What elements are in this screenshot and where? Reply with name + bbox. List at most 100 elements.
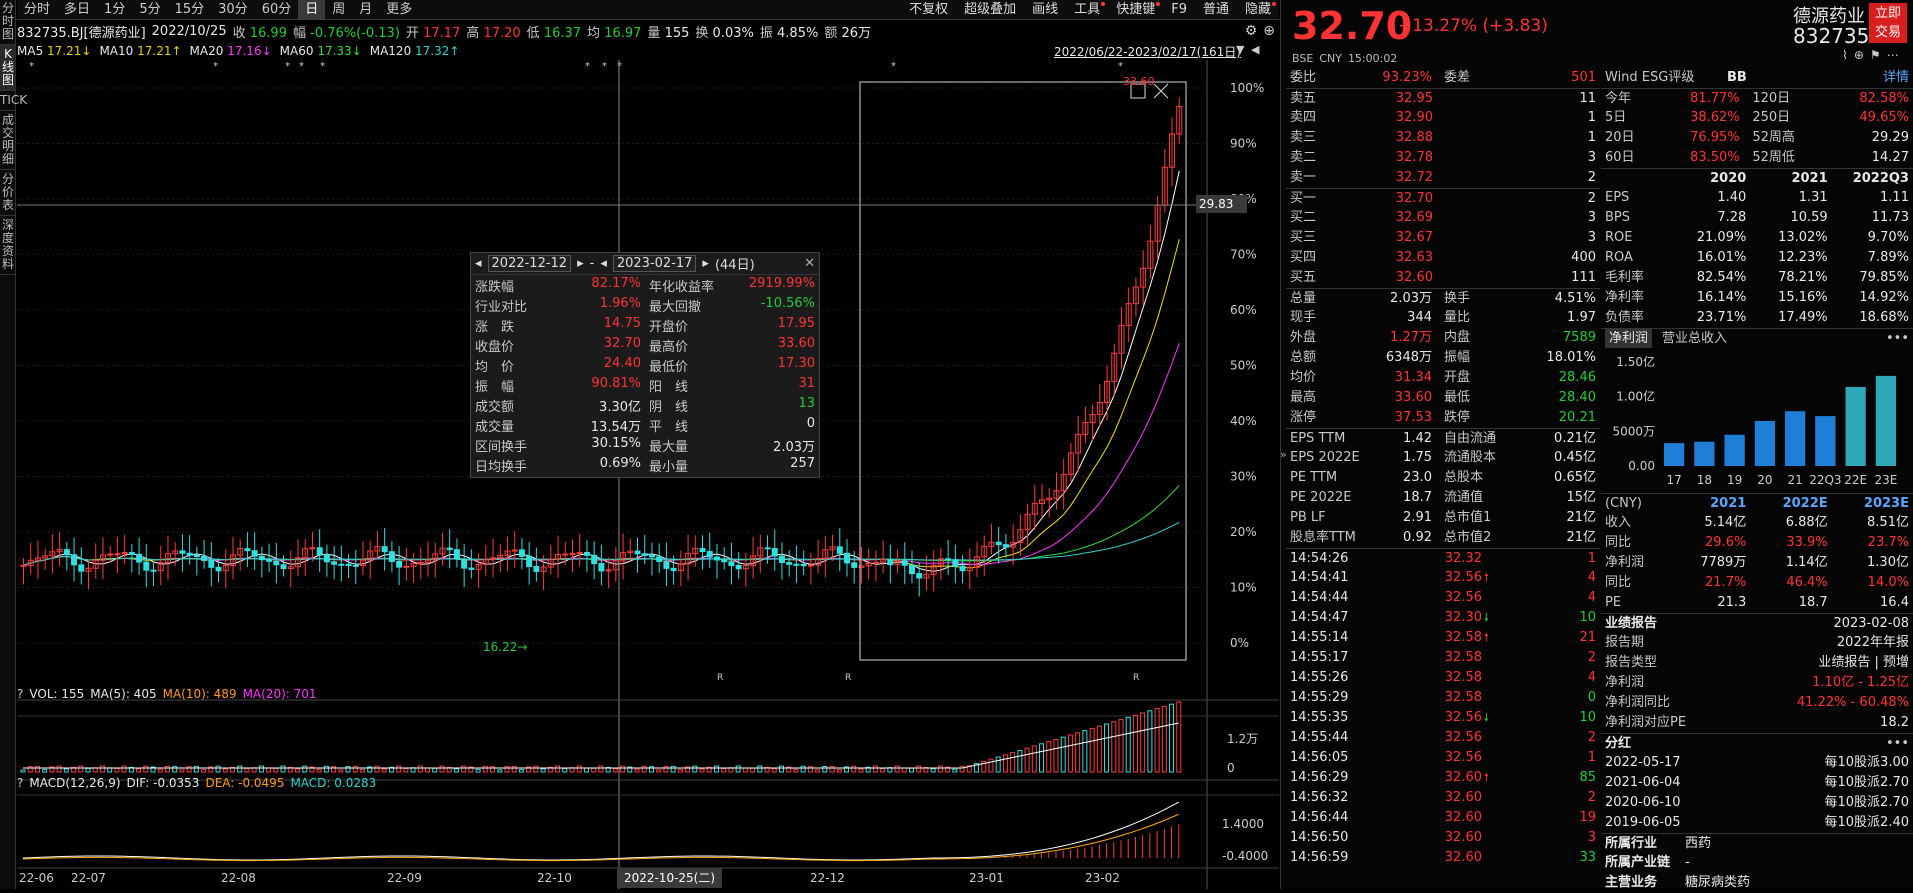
collapse-arrow-icon[interactable]: » <box>1280 448 1287 461</box>
cell: 流通值 <box>1444 490 1484 505</box>
range-play-icon[interactable]: ◀ <box>1251 43 1260 56</box>
tick-row: 14:54:26 32.32 1 <box>1286 548 1600 568</box>
tab-price-table[interactable]: 分价表 <box>0 170 16 216</box>
stat-value: 14.75 <box>603 315 641 331</box>
candle-body <box>981 545 988 558</box>
volume-bar <box>648 766 654 773</box>
period-8[interactable]: 周 <box>332 1 346 17</box>
tool-button-1[interactable]: 超级叠加 <box>956 0 1024 20</box>
period-0[interactable]: 分时 <box>24 1 51 17</box>
candle-body <box>634 550 641 555</box>
more-icon[interactable]: ••• <box>1885 736 1909 751</box>
next-start-icon[interactable]: ▸ <box>577 256 584 271</box>
period-9[interactable]: 月 <box>359 1 373 17</box>
trade-button[interactable]: 立即交易 <box>1869 3 1907 43</box>
more-icon[interactable]: ••• <box>1885 331 1909 346</box>
volume-bar <box>778 765 784 773</box>
report-row: 报告期 2022年年报 <box>1601 633 1913 653</box>
zoom-icon[interactable]: ⊕ <box>1263 23 1275 39</box>
candle-body <box>1031 503 1038 515</box>
candle-body <box>518 549 525 557</box>
range-label[interactable]: 2022/06/22-2023/02/17(161日) <box>1054 45 1241 59</box>
candle-body <box>360 559 367 566</box>
cell: 最高 <box>1290 390 1317 405</box>
start-date-input[interactable]: 2022-12-12 <box>487 255 572 272</box>
tab-tick[interactable]: TICK <box>0 91 27 111</box>
range-stat-row: 振 幅 90.81% 阳 线 31 <box>471 375 819 395</box>
prev-end-icon[interactable]: ◂ <box>600 256 607 271</box>
volume-bar <box>504 766 510 773</box>
period-1[interactable]: 多日 <box>64 1 91 17</box>
add-icon[interactable]: ⊕ <box>1853 48 1864 62</box>
cell: 净利率 <box>1605 290 1645 305</box>
candle-body <box>49 551 56 557</box>
candle-body <box>201 556 208 561</box>
range-stat-row: 收盘价 32.70 最高价 33.60 <box>471 335 819 355</box>
volume-bar <box>179 769 185 773</box>
chart-icon[interactable]: ⌇ <box>1842 48 1848 62</box>
period-4[interactable]: 15分 <box>174 1 205 17</box>
cell: 29.29 <box>1871 130 1909 145</box>
tick-price: 32.60 <box>1444 790 1482 805</box>
candle-body <box>959 565 966 572</box>
cell: 4.51% <box>1554 291 1596 306</box>
close-selection-icon <box>1153 83 1169 99</box>
candle-body <box>136 553 143 563</box>
tool-button-0[interactable]: 不复权 <box>901 0 956 20</box>
range-dropdown-icon[interactable]: ▼ <box>1236 43 1245 56</box>
tick-price: 32.56 <box>1444 570 1482 585</box>
fundamental-row: 股息率TTM 0.92 总市值2 21亿 <box>1286 528 1600 548</box>
tick-time: 14:56:29 <box>1290 770 1349 785</box>
tick-time: 14:54:47 <box>1290 610 1349 625</box>
tab-kline[interactable]: K线图 <box>0 45 16 91</box>
volume-bar <box>136 768 142 773</box>
tool-label: 隐藏 <box>1244 1 1271 17</box>
macd-dea: DEA: -0.0495 <box>205 776 285 790</box>
tool-buttons: 不复权 超级叠加 画线 工具 快捷键 F9 普通 隐藏 <box>901 0 1279 20</box>
end-date-input[interactable]: 2023-02-17 <box>612 255 697 272</box>
tool-button-3[interactable]: 工具 <box>1066 0 1108 20</box>
tool-button-5[interactable]: F9 <box>1163 0 1195 20</box>
period-2[interactable]: 1分 <box>104 1 126 17</box>
bar-x-tick: 22Q3 <box>1809 473 1841 487</box>
tab-trade-detail[interactable]: 成交明细 <box>0 111 16 170</box>
tab-timeshare[interactable]: 分时图 <box>0 0 16 45</box>
alert-icon[interactable]: ⚑ <box>1869 48 1881 62</box>
vol-ma5: MA(5): 405 <box>90 687 157 701</box>
candle-body <box>266 559 273 562</box>
bar-chart-tabs: 净利润 营业总收入 ••• <box>1601 328 1913 348</box>
candle-body <box>121 551 128 555</box>
period-6[interactable]: 60分 <box>261 1 292 17</box>
tick-time: 14:55:26 <box>1290 670 1349 685</box>
settings-icon[interactable]: ⚙ <box>1244 23 1258 39</box>
period-5[interactable]: 30分 <box>218 1 248 17</box>
cell: 卖二 <box>1290 150 1317 165</box>
tool-button-7[interactable]: 隐藏 <box>1237 0 1279 20</box>
tab-net-profit[interactable]: 净利润 <box>1605 329 1653 348</box>
tool-button-6[interactable]: 普通 <box>1195 0 1237 20</box>
volume-bar <box>237 765 243 773</box>
cell: 详情 <box>1882 70 1909 85</box>
tab-revenue[interactable]: 营业总收入 <box>1662 331 1728 346</box>
stat-value: 0 <box>806 415 815 431</box>
period-10[interactable]: 更多 <box>386 1 413 17</box>
next-end-icon[interactable]: ▸ <box>702 256 709 271</box>
candle-body <box>446 547 453 551</box>
r-marker: R <box>717 673 723 683</box>
tool-button-4[interactable]: 快捷键 <box>1108 0 1163 20</box>
tick-volume: 4 <box>1587 590 1596 605</box>
prev-start-icon[interactable]: ◂ <box>475 256 482 271</box>
volume-bar <box>128 766 134 773</box>
close-icon[interactable]: ✕ <box>804 256 815 271</box>
candle-body <box>244 548 251 552</box>
cell: 2022-05-17 <box>1605 755 1681 770</box>
more-icon[interactable]: ⋯ <box>1886 48 1899 62</box>
period-3[interactable]: 5分 <box>139 1 161 17</box>
tool-button-2[interactable]: 画线 <box>1024 0 1066 20</box>
price-tick: 100% <box>1230 81 1264 95</box>
volume-bar <box>981 760 987 773</box>
period-7[interactable]: 日 <box>298 0 326 20</box>
tab-deep-info[interactable]: 深度资料 <box>0 216 16 275</box>
fin-row: 负债率 23.71% 17.49% 18.68% <box>1601 308 1913 328</box>
stat-row: 总量 2.03万 换手 4.51% <box>1286 288 1600 308</box>
